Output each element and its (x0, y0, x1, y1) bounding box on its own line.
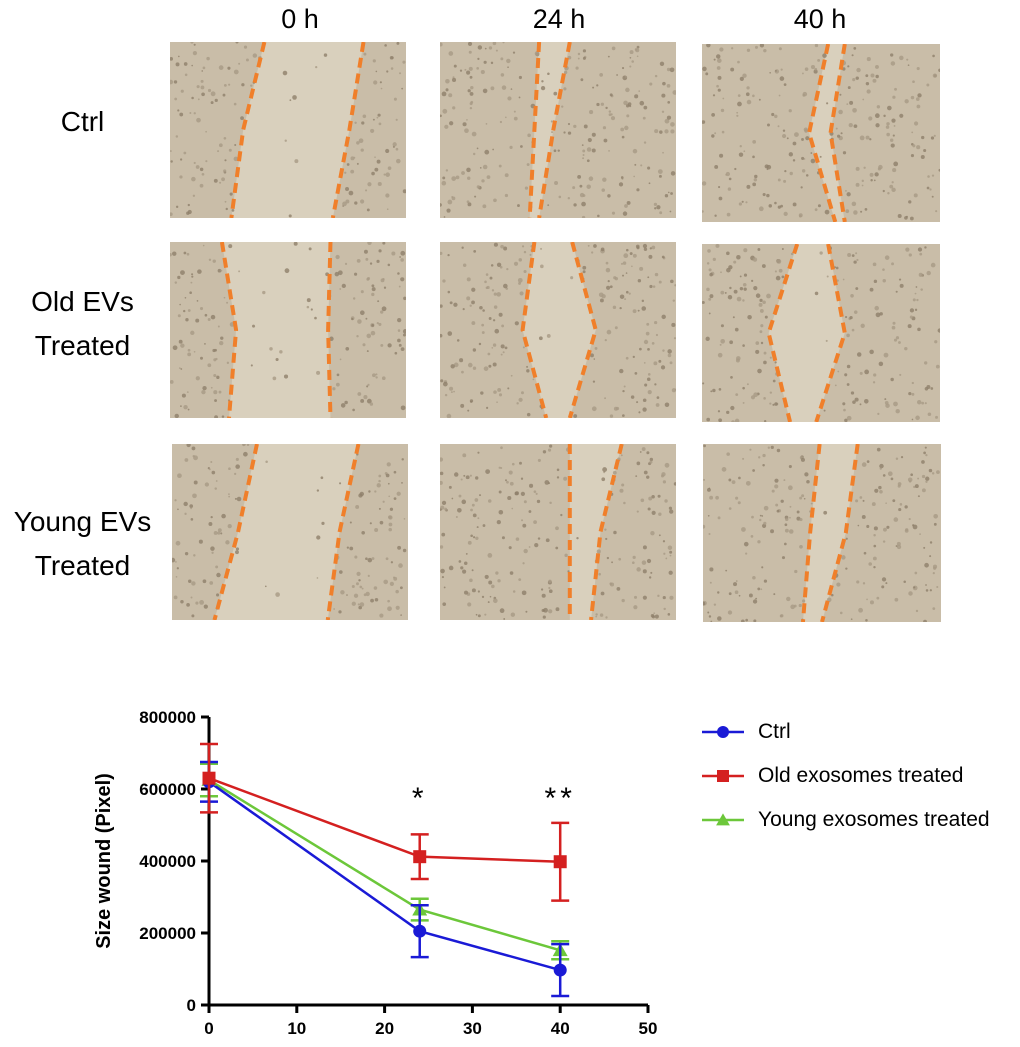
legend-marker-young (702, 813, 744, 826)
wound-size-chart-svg: 0 200000 400000 600000 800000 0 10 20 30 40 50 Size… (93, 708, 658, 1038)
microscopy-image (703, 444, 941, 622)
wound-size-chart: 0 200000 400000 600000 800000 0 10 20 30 40 50 Size… (0, 680, 680, 1047)
x-tick-label: 40 (551, 1019, 570, 1038)
data-point (553, 963, 567, 977)
x-tick-label: 30 (463, 1019, 482, 1038)
microscopy-image (702, 44, 940, 222)
microscopy-image (170, 242, 406, 418)
column-header-40h: 40 h (793, 4, 847, 34)
microscopy-image (170, 42, 406, 218)
series-line-0 (208, 780, 561, 972)
row-label-ctrl: Ctrl (0, 100, 165, 144)
y-tick-label: 600000 (139, 780, 196, 799)
x-tick-label: 50 (639, 1019, 658, 1038)
legend-marker (717, 770, 729, 782)
row-label-ctrl-line1: Ctrl (60, 106, 105, 137)
x-tick-label: 0 (204, 1019, 213, 1038)
data-point (553, 855, 567, 869)
row-label-old-evs-line2: Treated (34, 330, 131, 361)
column-header-0h: 0 h (281, 4, 319, 34)
x-tick-label: 10 (287, 1019, 306, 1038)
significance-annotation: ** (545, 782, 576, 815)
row-label-young-evs-line2: Treated (34, 550, 131, 581)
microscopy-image (440, 42, 676, 218)
legend-label-young: Young exosomes treated (758, 808, 990, 831)
legend-item-young: Young exosomes treated (700, 806, 1020, 836)
microscopy-image (702, 244, 940, 422)
legend-label-ctrl: Ctrl (758, 720, 791, 743)
microscopy-image (440, 242, 676, 418)
y-tick-label: 200000 (139, 924, 196, 943)
y-tick-label: 0 (187, 996, 196, 1015)
legend-marker-ctrl (702, 726, 744, 738)
y-tick-label: 400000 (139, 852, 196, 871)
row-label-young-evs: Young EVs Treated (0, 500, 165, 588)
y-tick-label: 800000 (139, 708, 196, 727)
row-label-young-evs-line1: Young EVs (13, 506, 152, 537)
microscopy-image (440, 444, 676, 620)
data-point (413, 924, 427, 938)
legend-item-old: Old exosomes treated (700, 762, 1020, 792)
y-axis-title: Size wound (Pixel) (93, 773, 115, 949)
legend-marker (716, 813, 730, 826)
legend-marker (717, 726, 729, 738)
column-header-24h: 24 h (532, 4, 586, 34)
legend-label-old: Old exosomes treated (758, 764, 964, 787)
data-point (202, 771, 216, 785)
legend-item-ctrl: Ctrl (700, 718, 1020, 748)
microscopy-image (172, 444, 408, 620)
x-tick-label: 20 (375, 1019, 394, 1038)
row-label-old-evs: Old EVs Treated (0, 280, 165, 368)
series-line-2 (208, 778, 561, 952)
legend-marker-old (702, 770, 744, 782)
significance-annotation: * (412, 782, 428, 815)
data-point (413, 850, 427, 864)
row-label-old-evs-line1: Old EVs (31, 286, 134, 317)
